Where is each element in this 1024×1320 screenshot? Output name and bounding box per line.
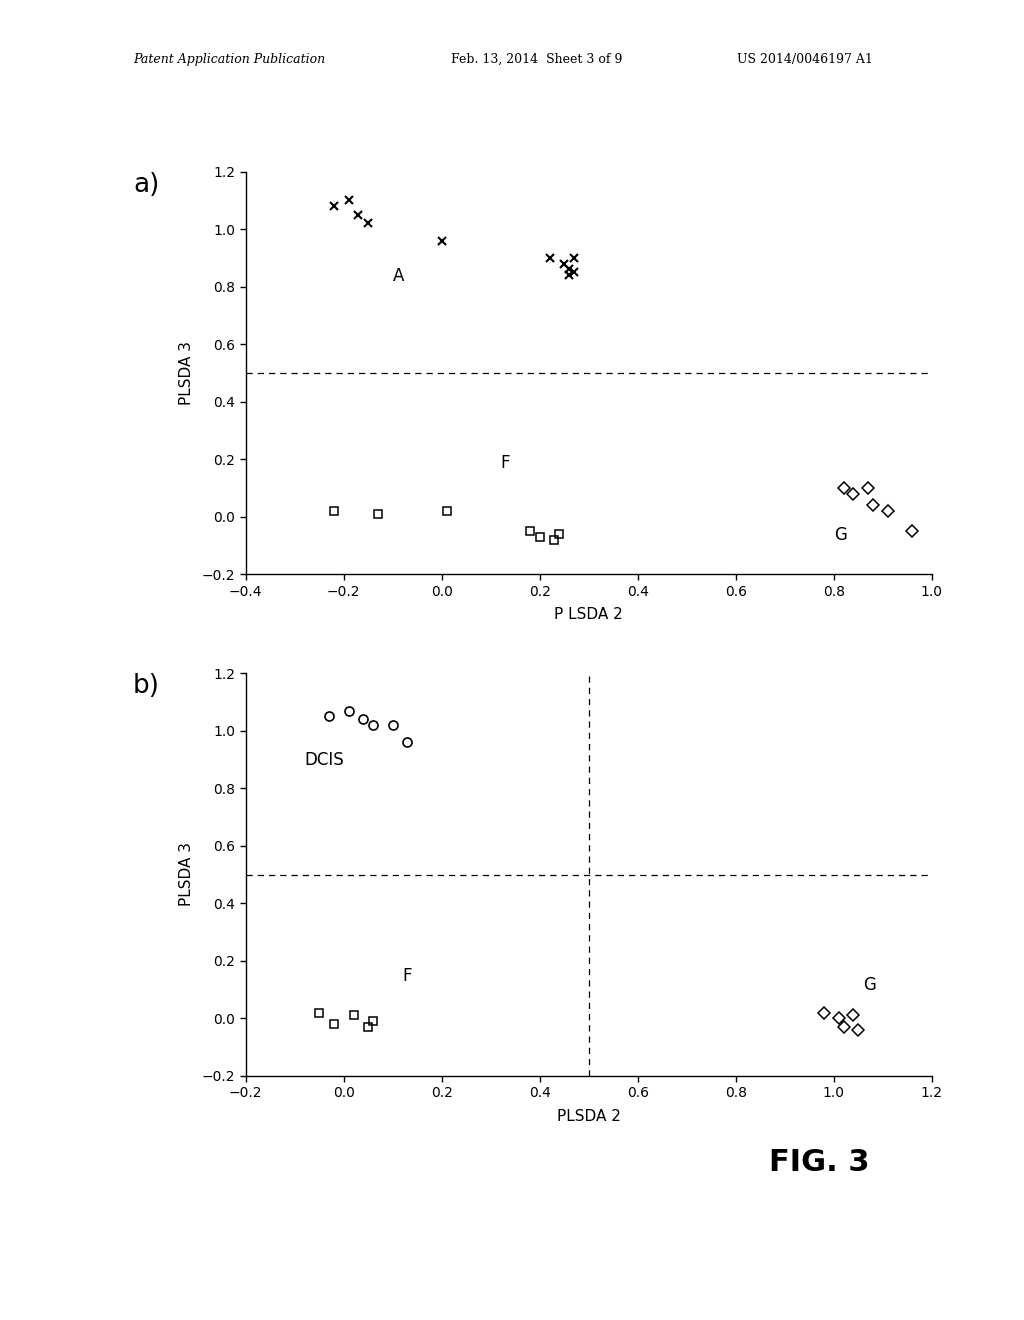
Text: b): b): [133, 673, 160, 700]
Text: A: A: [393, 267, 404, 285]
Text: F: F: [402, 968, 412, 985]
Text: a): a): [133, 172, 160, 198]
Text: F: F: [501, 454, 510, 471]
Text: DCIS: DCIS: [304, 751, 344, 770]
Text: Patent Application Publication: Patent Application Publication: [133, 53, 326, 66]
Text: G: G: [834, 525, 847, 544]
X-axis label: PLSDA 2: PLSDA 2: [557, 1109, 621, 1123]
Text: US 2014/0046197 A1: US 2014/0046197 A1: [737, 53, 873, 66]
Text: FIG. 3: FIG. 3: [769, 1148, 869, 1177]
X-axis label: P LSDA 2: P LSDA 2: [554, 607, 624, 622]
Text: G: G: [863, 975, 877, 994]
Text: Feb. 13, 2014  Sheet 3 of 9: Feb. 13, 2014 Sheet 3 of 9: [451, 53, 622, 66]
Y-axis label: PLSDA 3: PLSDA 3: [178, 341, 194, 405]
Y-axis label: PLSDA 3: PLSDA 3: [178, 842, 194, 907]
